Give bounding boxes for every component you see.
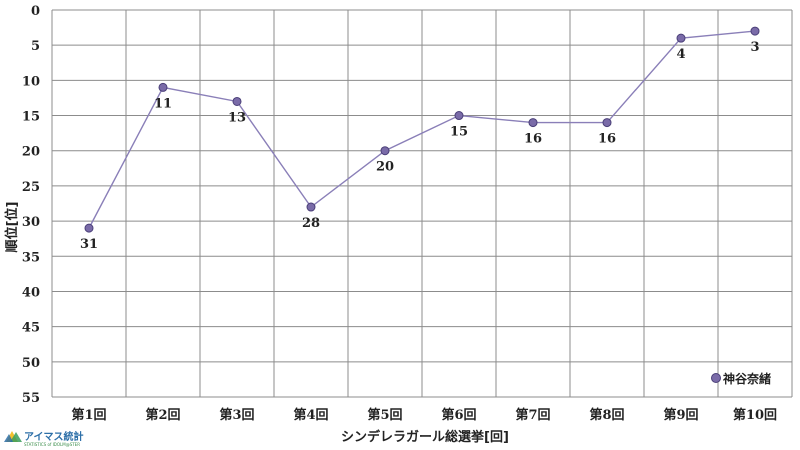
data-point [84, 223, 94, 233]
y-tick-label: 35 [22, 250, 40, 265]
x-tick-label: 第5回 [367, 407, 402, 423]
logo-mark-icon [4, 431, 22, 442]
data-point [454, 111, 464, 121]
data-point [232, 96, 242, 106]
y-tick-label: 25 [22, 180, 40, 195]
y-tick-label: 40 [22, 285, 40, 300]
y-tick-label: 0 [31, 4, 40, 19]
y-tick-label: 15 [22, 110, 40, 125]
x-tick-labels: 第1回 第2回 第3回 第4回 第5回 第6回 第7回 第8回 第9回 第10回 [71, 407, 777, 423]
y-tick-label: 55 [22, 391, 40, 406]
data-point [676, 33, 686, 43]
data-label: 3 [750, 40, 759, 55]
x-tick-label: 第9回 [663, 407, 698, 423]
x-tick-label: 第1回 [71, 407, 106, 423]
x-axis-title: シンデレラガール総選挙[回] [341, 429, 509, 445]
data-label: 11 [154, 96, 172, 111]
x-tick-label: 第3回 [219, 407, 254, 423]
x-tick-label: 第10回 [733, 407, 777, 423]
data-label: 4 [676, 47, 685, 62]
data-point [306, 202, 316, 212]
logo-text: アイマス統計 [24, 430, 84, 443]
data-point [158, 82, 168, 92]
data-label: 13 [228, 110, 246, 125]
data-point [602, 118, 612, 128]
legend: 神谷奈緒 [711, 371, 771, 386]
data-point [528, 118, 538, 128]
x-tick-label: 第8回 [589, 407, 624, 423]
y-tick-label: 20 [22, 145, 40, 160]
legend-marker [711, 373, 721, 383]
legend-label: 神谷奈緒 [723, 371, 771, 386]
logo-subtext: STATISTICS of IDOLM@STER [24, 442, 80, 447]
data-label: 16 [524, 132, 542, 147]
x-tick-label: 第2回 [145, 407, 180, 423]
data-point [380, 146, 390, 156]
data-point [750, 26, 760, 36]
data-label: 15 [450, 125, 468, 140]
series-group [84, 26, 760, 233]
data-label: 31 [80, 237, 98, 252]
y-tick-label: 50 [22, 356, 40, 371]
y-tick-label: 30 [22, 215, 40, 230]
x-tick-label: 第4回 [293, 407, 328, 423]
y-tick-labels: 0 5 10 15 20 25 30 35 40 45 50 55 [22, 4, 40, 406]
data-label: 28 [302, 216, 320, 231]
data-label-group: 31 11 13 28 20 15 16 16 4 3 [80, 40, 760, 252]
data-label: 20 [376, 160, 394, 175]
y-tick-label: 45 [22, 321, 40, 336]
y-tick-label: 5 [31, 39, 40, 54]
logo: アイマス統計 STATISTICS of IDOLM@STER [4, 430, 84, 447]
x-tick-label: 第6回 [441, 407, 476, 423]
grid-lines [51, 9, 793, 398]
y-tick-label: 10 [22, 74, 40, 89]
y-axis-title: 順位[位] [4, 202, 20, 253]
series-line [88, 30, 756, 229]
data-label: 16 [598, 132, 616, 147]
x-tick-label: 第7回 [515, 407, 550, 423]
